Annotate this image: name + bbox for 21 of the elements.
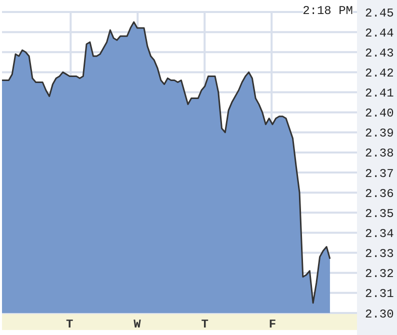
x-tick-label: F	[268, 318, 276, 332]
annotation: 2:18 PM	[302, 4, 353, 18]
y-tick-label: 2.39	[365, 126, 394, 141]
y-tick-label: 2.34	[365, 226, 394, 241]
y-tick-label: 2.38	[365, 146, 394, 161]
y-tick-label: 2.41	[365, 86, 394, 101]
y-tick-label: 2.44	[365, 26, 394, 40]
x-tick-label: T	[201, 318, 208, 332]
y-tick-label: 2.33	[365, 247, 394, 262]
x-tick-label: W	[134, 318, 142, 332]
y-tick-label: 2.32	[365, 267, 394, 282]
y-tick-label: 2.31	[365, 287, 394, 302]
x-tick-label: T	[66, 318, 74, 332]
y-tick-label: 2.30	[365, 307, 394, 322]
y-tick-label: 2.35	[365, 206, 394, 221]
y-tick-label: 2.42	[365, 66, 394, 80]
y-tick-label: 2.45	[365, 6, 394, 20]
y-tick-label: 2.40	[365, 106, 394, 121]
y-tick-label: 2.36	[365, 186, 394, 201]
y-tick-label: 2.43	[365, 46, 394, 60]
y-tick-label: 2.37	[365, 166, 394, 181]
